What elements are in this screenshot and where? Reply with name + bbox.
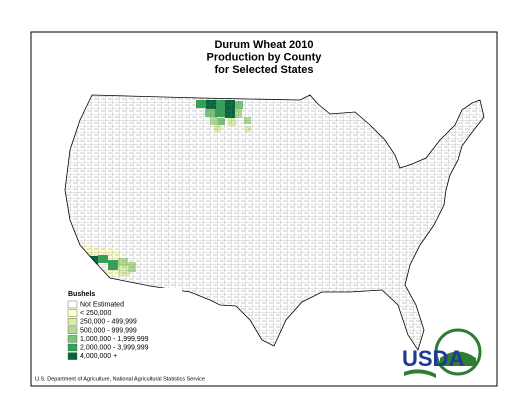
legend-label: 1,000,000 - 1,999,999: [80, 336, 149, 343]
title-line: for Selected States: [214, 64, 313, 76]
usda-logo: USDA: [402, 328, 482, 378]
legend-swatch: [67, 318, 78, 326]
legend-label: 4,000,000 +: [80, 353, 117, 360]
legend-swatch: [67, 309, 78, 317]
legend-label: Not Estimated: [80, 302, 124, 309]
legend-label: < 250,000: [80, 310, 111, 317]
legend-swatch: [67, 352, 78, 360]
legend-label: 500,000 - 999,999: [80, 327, 137, 334]
logo-swoosh: [404, 369, 436, 378]
logo-text: USDA: [402, 346, 464, 371]
legend-swatch: [67, 300, 78, 309]
us-outline: [64, 94, 485, 351]
title-line: Production by County: [207, 51, 323, 63]
logo-field: [440, 351, 476, 366]
legend: Bushels Not Estimated< 250,000 250,000 - 4…: [67, 291, 149, 360]
footer: U.S. Department of Agriculture, National…: [35, 376, 205, 382]
legend-bg: [64, 288, 182, 360]
legend-swatch: [67, 335, 78, 343]
legend-swatch: [67, 326, 78, 334]
legend-swatch: [67, 343, 78, 352]
legend-label: 250,000 - 499,999: [80, 319, 137, 326]
legend-title: Bushels: [68, 291, 95, 298]
title-line: Durum Wheat 2010: [214, 39, 313, 51]
legend-label: 2,000,000 - 3,999,999: [80, 345, 149, 352]
